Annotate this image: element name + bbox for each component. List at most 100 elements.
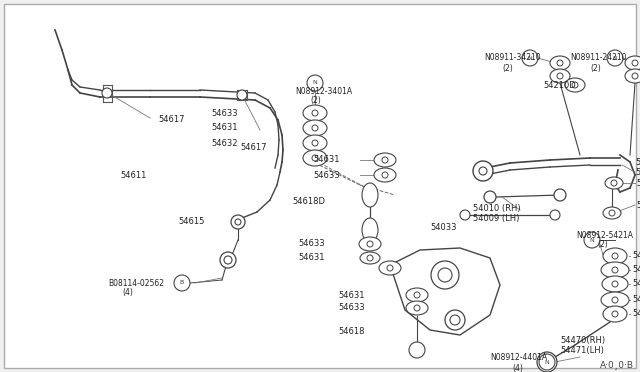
Text: 54618: 54618 bbox=[339, 327, 365, 337]
Circle shape bbox=[632, 60, 638, 66]
Text: 54210A: 54210A bbox=[636, 201, 640, 209]
Circle shape bbox=[522, 50, 538, 66]
Circle shape bbox=[537, 352, 557, 372]
Ellipse shape bbox=[603, 248, 627, 264]
Text: N08912-3401A: N08912-3401A bbox=[295, 87, 352, 96]
Circle shape bbox=[450, 315, 460, 325]
Circle shape bbox=[382, 157, 388, 163]
Text: 54476: 54476 bbox=[632, 279, 640, 289]
Text: (4): (4) bbox=[512, 363, 523, 372]
Ellipse shape bbox=[550, 56, 570, 70]
Ellipse shape bbox=[359, 237, 381, 251]
Circle shape bbox=[612, 253, 618, 259]
Text: (2): (2) bbox=[310, 96, 321, 106]
Circle shape bbox=[557, 60, 563, 66]
Text: 54476: 54476 bbox=[632, 295, 640, 305]
Circle shape bbox=[367, 255, 373, 261]
Text: 54633: 54633 bbox=[314, 170, 340, 180]
Text: (2): (2) bbox=[590, 64, 601, 73]
Text: 54633: 54633 bbox=[298, 240, 325, 248]
Text: 54472: 54472 bbox=[632, 251, 640, 260]
Ellipse shape bbox=[303, 150, 327, 166]
Text: 54633: 54633 bbox=[339, 304, 365, 312]
Text: N: N bbox=[612, 55, 618, 61]
Circle shape bbox=[611, 180, 617, 186]
Text: 54211 (LH): 54211 (LH) bbox=[636, 167, 640, 176]
Circle shape bbox=[414, 305, 420, 311]
Circle shape bbox=[367, 241, 373, 247]
Circle shape bbox=[312, 155, 318, 161]
Circle shape bbox=[609, 210, 615, 216]
Text: 54631: 54631 bbox=[211, 124, 238, 132]
Text: 54210 (RH): 54210 (RH) bbox=[636, 157, 640, 167]
Circle shape bbox=[612, 311, 618, 317]
Circle shape bbox=[312, 110, 318, 116]
Circle shape bbox=[612, 281, 618, 287]
Ellipse shape bbox=[360, 252, 380, 264]
Circle shape bbox=[414, 292, 420, 298]
Circle shape bbox=[231, 215, 245, 229]
Ellipse shape bbox=[603, 306, 627, 322]
Text: N08912-5421A: N08912-5421A bbox=[576, 231, 633, 240]
Text: 54631: 54631 bbox=[298, 253, 325, 263]
Text: 54470(RH): 54470(RH) bbox=[560, 336, 605, 344]
Text: 54633: 54633 bbox=[211, 109, 238, 118]
Circle shape bbox=[102, 88, 112, 98]
Ellipse shape bbox=[605, 177, 623, 189]
Ellipse shape bbox=[601, 292, 629, 308]
Circle shape bbox=[224, 256, 232, 264]
Circle shape bbox=[307, 75, 323, 91]
Text: 54615: 54615 bbox=[178, 218, 204, 227]
Text: 54631: 54631 bbox=[314, 155, 340, 164]
Text: N: N bbox=[589, 237, 595, 243]
Text: 54617: 54617 bbox=[158, 115, 184, 125]
Circle shape bbox=[612, 267, 618, 273]
Circle shape bbox=[387, 265, 393, 271]
Text: 54010 (RH): 54010 (RH) bbox=[473, 203, 520, 212]
Text: (2): (2) bbox=[597, 241, 608, 250]
Text: N: N bbox=[527, 55, 532, 61]
Text: B08114-02562: B08114-02562 bbox=[108, 279, 164, 288]
Circle shape bbox=[431, 261, 459, 289]
Ellipse shape bbox=[603, 207, 621, 219]
Text: (4): (4) bbox=[122, 289, 133, 298]
Ellipse shape bbox=[550, 69, 570, 83]
Text: N08911-34210: N08911-34210 bbox=[484, 54, 541, 62]
Circle shape bbox=[550, 210, 560, 220]
Circle shape bbox=[438, 268, 452, 282]
Text: B: B bbox=[180, 280, 184, 285]
Circle shape bbox=[174, 275, 190, 291]
Circle shape bbox=[557, 73, 563, 79]
Circle shape bbox=[632, 73, 638, 79]
Circle shape bbox=[220, 252, 236, 268]
Ellipse shape bbox=[625, 56, 640, 70]
Circle shape bbox=[554, 189, 566, 201]
Text: 54210C: 54210C bbox=[636, 179, 640, 187]
Ellipse shape bbox=[374, 168, 396, 182]
Ellipse shape bbox=[374, 153, 396, 167]
Ellipse shape bbox=[303, 120, 327, 136]
Text: 54611: 54611 bbox=[120, 170, 147, 180]
Circle shape bbox=[539, 354, 555, 370]
Circle shape bbox=[237, 90, 247, 100]
Circle shape bbox=[235, 219, 241, 225]
Ellipse shape bbox=[601, 262, 629, 278]
Circle shape bbox=[572, 82, 578, 88]
Text: (2): (2) bbox=[502, 64, 513, 73]
Circle shape bbox=[473, 161, 493, 181]
Circle shape bbox=[607, 50, 623, 66]
Circle shape bbox=[484, 191, 496, 203]
Ellipse shape bbox=[406, 301, 428, 315]
Ellipse shape bbox=[406, 288, 428, 302]
Text: A·0¸0·B: A·0¸0·B bbox=[600, 360, 634, 369]
Circle shape bbox=[612, 297, 618, 303]
Circle shape bbox=[312, 140, 318, 146]
Circle shape bbox=[409, 342, 425, 358]
Text: 54472: 54472 bbox=[632, 310, 640, 318]
Circle shape bbox=[312, 125, 318, 131]
Ellipse shape bbox=[379, 261, 401, 275]
Circle shape bbox=[382, 172, 388, 178]
Text: N08911-24210: N08911-24210 bbox=[570, 54, 627, 62]
Circle shape bbox=[584, 232, 600, 248]
Circle shape bbox=[479, 167, 487, 175]
